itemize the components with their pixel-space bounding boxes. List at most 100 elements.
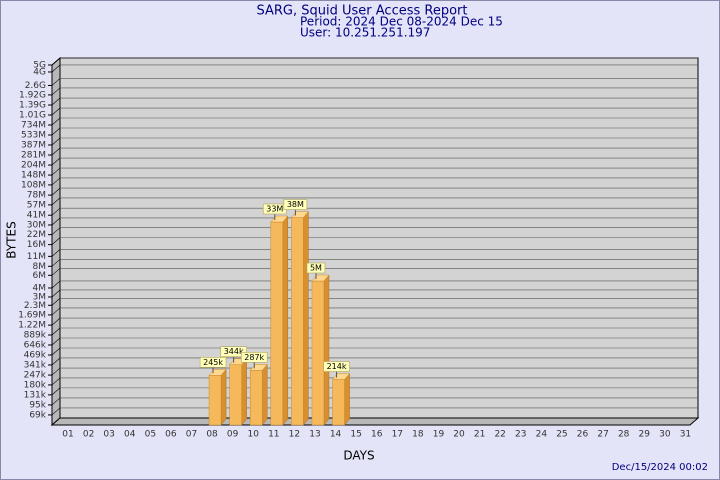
chart-title: SARG, Squid User Access Report [257,4,468,19]
bar-side [241,358,247,426]
y-tick-label: 57M [27,200,46,210]
x-tick-label: 05 [145,430,156,440]
y-tick-label: 8M [33,262,47,272]
grid-line [51,167,61,176]
y-tick-label: 247k [24,371,47,381]
x-tick-label: 23 [515,430,526,440]
grid-line [51,289,61,298]
x-tick-label: 21 [474,430,485,440]
y-tick-label: 734M [21,120,46,130]
y-tick-label: 1.01G [19,111,46,121]
grid-line [51,157,61,166]
bar [270,221,284,426]
x-tick-label: 06 [165,430,177,440]
grid-line [51,207,61,216]
grid-line [51,64,61,73]
value-label-box [283,199,308,210]
grid-line [51,337,61,346]
y-tick-label: 11M [27,252,46,262]
y-tick-label: 4M [33,283,47,293]
bar [291,217,304,426]
x-tick-label: 07 [186,430,197,440]
grid-line [51,147,61,156]
x-tick-label: 10 [247,430,259,440]
y-tick-label: 2.3M [24,301,46,311]
y-tick-label: 22M [27,230,46,240]
bar-side [261,363,268,426]
bar-side [323,274,330,426]
grid-line [51,227,61,235]
grid-line [51,137,61,146]
bar [249,370,263,426]
grid-line [51,317,61,326]
grid-line [51,307,61,316]
y-tick-label: 5G [33,61,46,71]
grid-line [51,97,61,106]
grid-line [51,387,61,396]
x-tick-label: 19 [433,430,445,440]
grid-line [51,187,61,196]
x-tick-label: 27 [597,430,608,440]
y-tick-label: 41M [27,211,46,221]
y-tick-label: 889k [24,331,47,341]
y-tick-label: 95k [29,400,46,410]
x-tick-label: 20 [453,430,465,440]
x-tick-label: 04 [124,430,136,440]
back-wall [59,57,699,419]
grid-line [51,127,61,136]
grid-line [51,107,61,116]
x-tick-label: 28 [618,430,630,440]
grid-line [51,217,61,226]
value-label-box [323,361,350,372]
x-tick-label: 15 [350,430,361,440]
value-label: 214k [327,362,347,371]
y-tick-label: 4G [33,67,46,77]
grid-line [51,357,61,366]
grid-line [51,280,61,289]
y-tick-label: 1.39G [19,101,46,111]
x-tick-label: 16 [371,430,383,440]
bar-side [344,372,350,426]
value-label: 287k [244,353,264,362]
value-label: 245k [203,358,223,367]
y-tick-label: 69k [29,410,46,420]
y-tick-label: 646k [24,340,47,350]
grid-line [51,197,61,206]
y-tick-label: 16M [27,240,46,250]
grid-line [51,237,61,245]
x-tick-label: 12 [289,430,300,440]
grid-line [51,347,61,356]
grid-line [51,268,61,276]
y-tick-label: 30M [27,220,46,230]
x-tick-label: 11 [268,430,279,440]
y-axis-label: BYTES [5,221,19,258]
grid-line [51,298,61,306]
x-axis-label: DAYS [343,449,374,463]
grid-line [51,78,61,86]
y-tick-label: 78M [27,191,46,201]
y-tick-label: 281M [21,151,46,161]
x-tick-label: 17 [392,430,403,440]
grid-line [51,327,61,336]
bar-side [282,215,289,426]
grid-line [51,57,61,66]
x-tick-label: 29 [639,430,651,440]
x-tick-label: 09 [227,430,239,440]
x-tick-label: 26 [577,430,589,440]
y-tick-label: 341k [24,360,47,370]
floor [50,417,700,426]
value-label-box [306,262,326,274]
grid-line [51,367,61,376]
grid-line [51,117,61,126]
grid-line [51,259,61,267]
x-tick-label: 31 [680,430,691,440]
x-tick-label: 30 [659,430,671,440]
y-tick-label: 6M [33,271,47,281]
x-tick-label: 02 [83,430,94,440]
value-label: 33M [266,204,283,213]
y-tick-label: 533M [21,131,46,141]
y-tick-label: 131k [24,390,47,400]
bar [229,364,242,426]
